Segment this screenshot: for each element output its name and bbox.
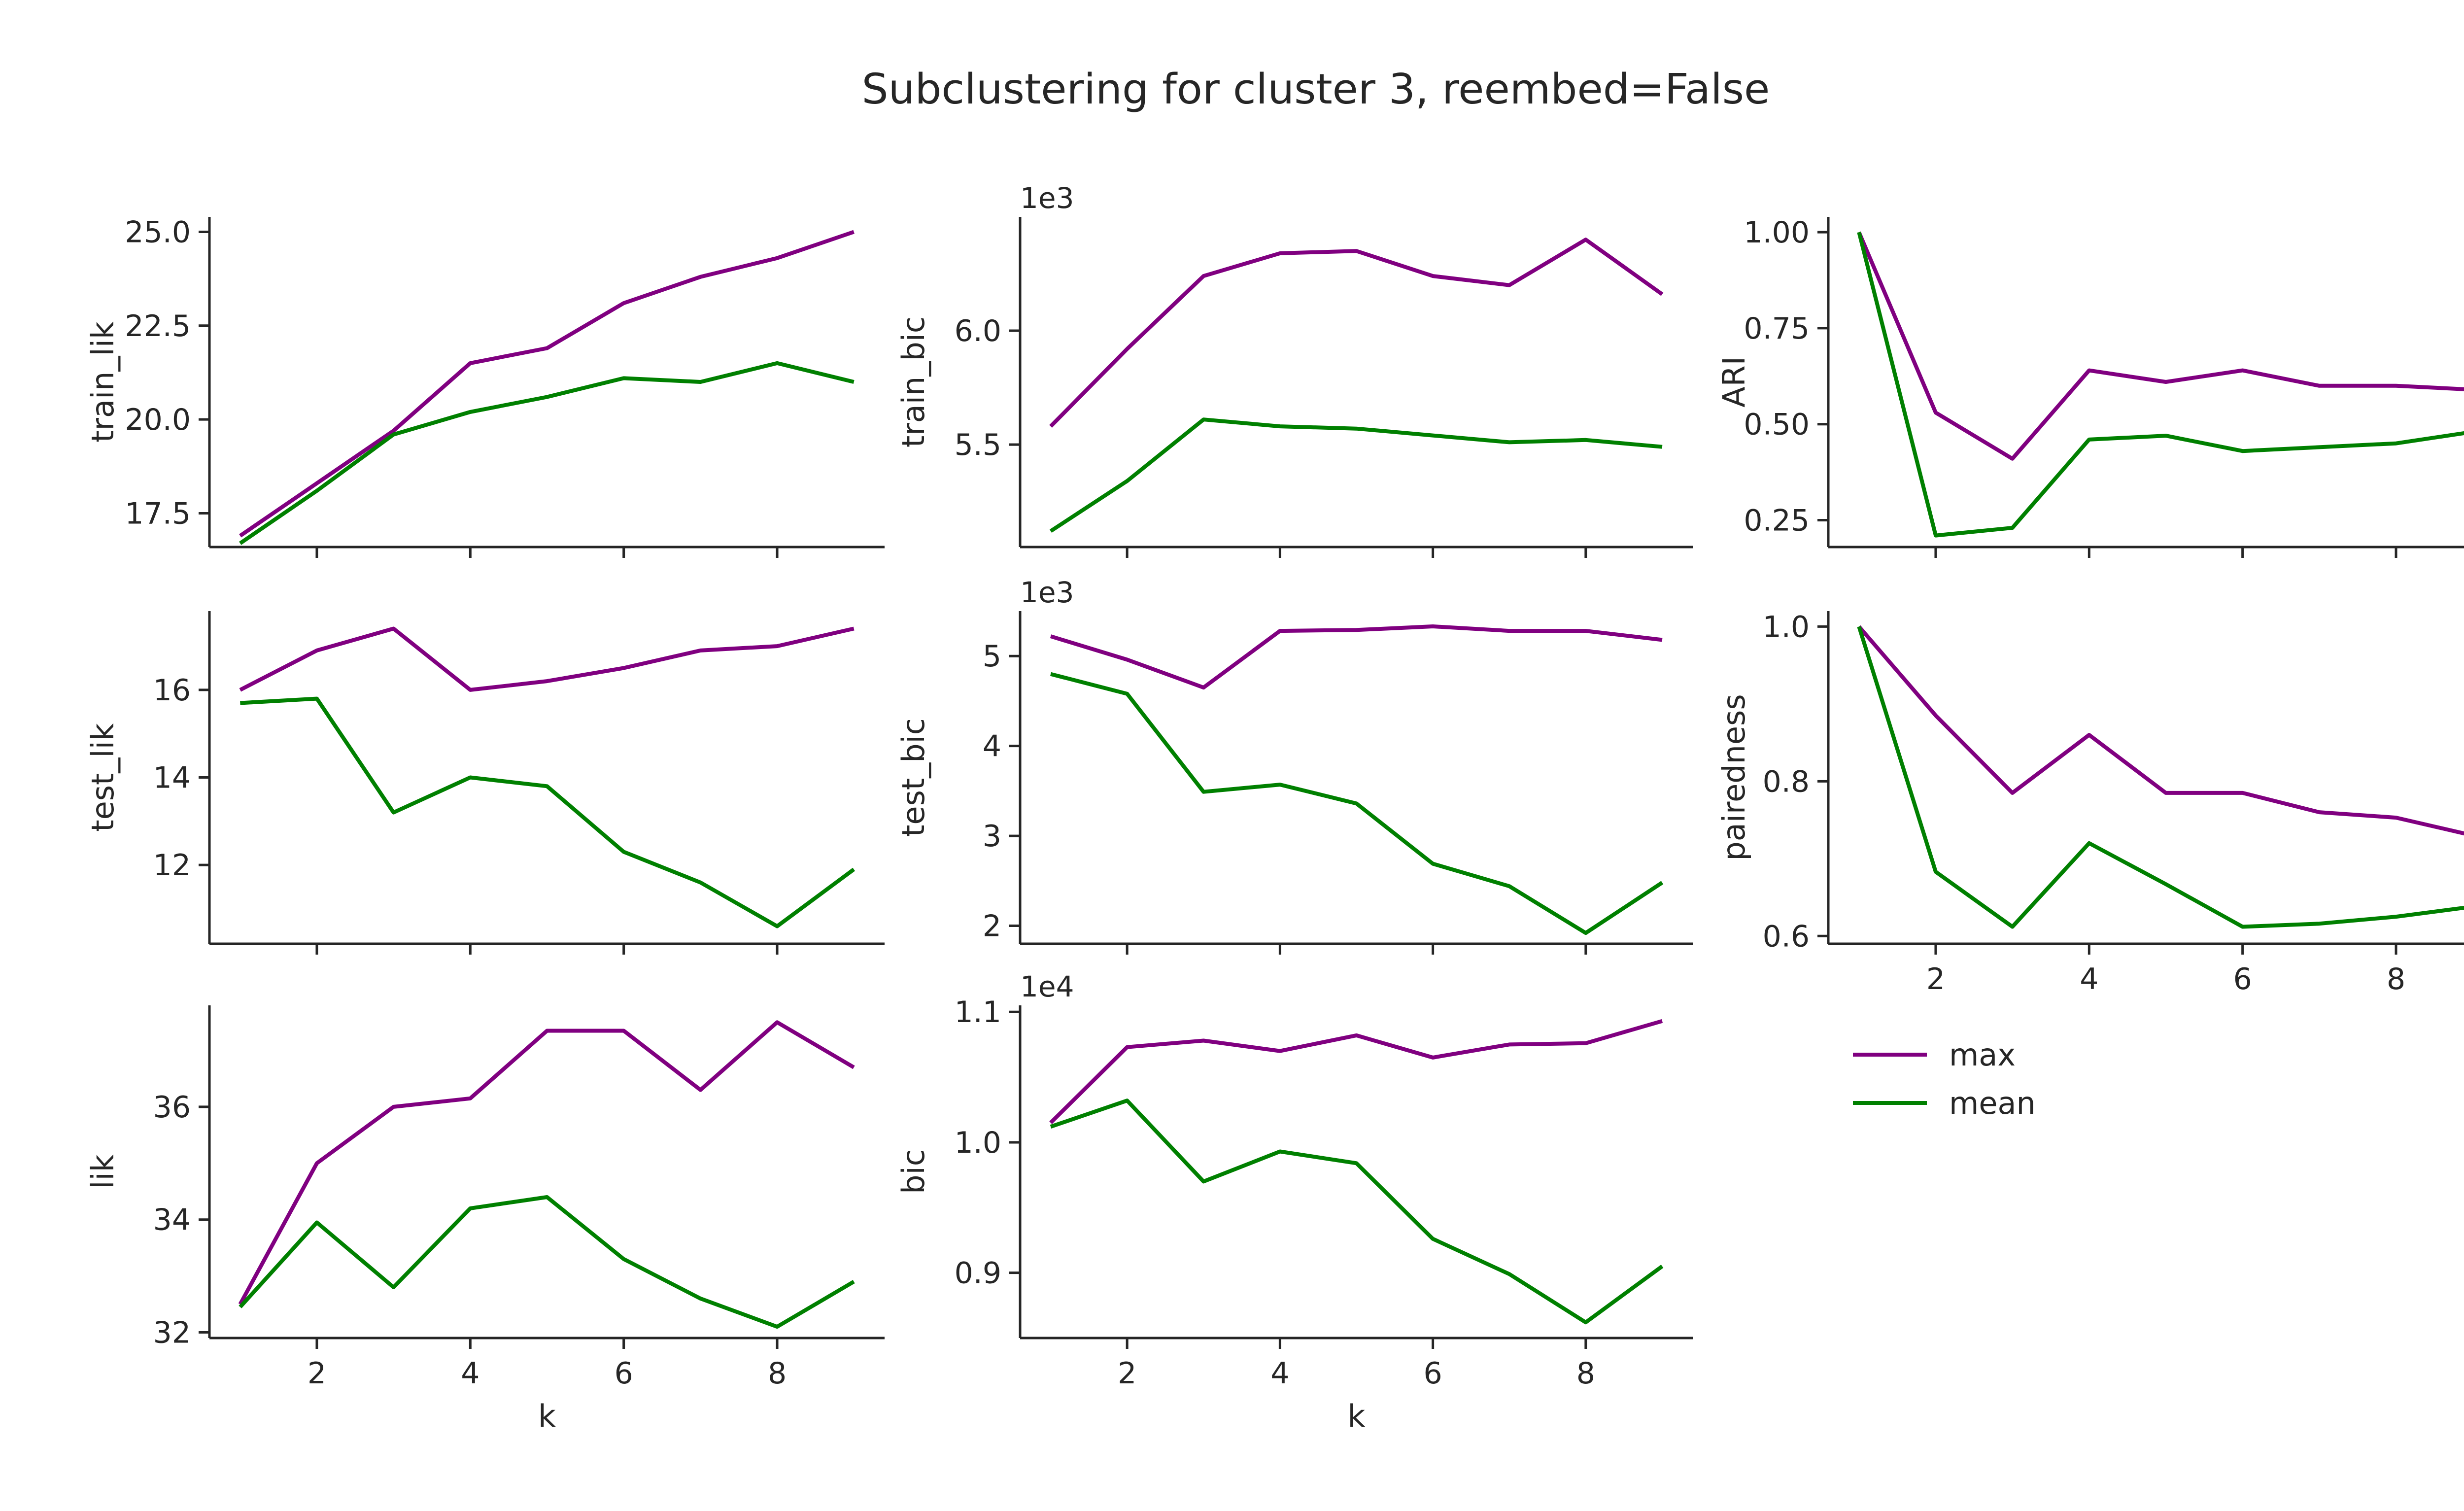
- legend: max mean: [1853, 1037, 2036, 1121]
- y-tick-label: 3: [983, 819, 1001, 854]
- y-tick-label: 32: [153, 1316, 191, 1350]
- y-axis-label: bic: [895, 1149, 931, 1194]
- y-axis-label: test_lik: [85, 723, 121, 832]
- subplot-lik: 32 34 36 2 4 6 8 lik k: [85, 1005, 885, 1434]
- series-line-mean: [1857, 232, 2464, 538]
- series-line-max: [239, 230, 855, 538]
- x-tick-label: 2: [1118, 1356, 1136, 1391]
- subplot-train_bic: 5.5 6.0 train_bic 1e3: [895, 181, 1693, 558]
- x-tick-label: 4: [2080, 962, 2098, 996]
- x-tick-label: 6: [2233, 962, 2252, 996]
- subplot-ARI: 0.25 0.50 0.75 1.00 ARI: [1716, 215, 2464, 558]
- series-line-max: [239, 626, 855, 692]
- axis-offset-text: 1e3: [1020, 181, 1074, 215]
- y-tick-label: 2: [983, 909, 1001, 944]
- y-axis-label: lik: [85, 1154, 121, 1189]
- legend-label-max: max: [1949, 1037, 2016, 1073]
- x-tick-label: 6: [1424, 1356, 1442, 1391]
- y-tick-label: 14: [153, 761, 191, 795]
- y-axis-label: train_lik: [85, 321, 121, 443]
- x-tick-label: 4: [1270, 1356, 1289, 1391]
- axis-offset-text: 1e4: [1020, 970, 1074, 1003]
- y-tick-label: 4: [983, 729, 1001, 764]
- subplot-test_lik: 12 14 16 test_lik: [85, 611, 885, 955]
- x-tick-label: 8: [1576, 1356, 1595, 1391]
- series-line-max: [1857, 625, 2464, 836]
- series-line-mean: [1857, 626, 2464, 929]
- y-tick-label: 1.0: [955, 1126, 1001, 1160]
- series-line-max: [1050, 624, 1663, 690]
- y-tick-label: 1.1: [955, 995, 1001, 1030]
- y-tick-label: 0.75: [1744, 311, 1810, 346]
- subplot-train_lik: 17.5 20.0 22.5 25.0 train_lik: [85, 215, 885, 558]
- y-tick-label: 0.8: [1763, 764, 1810, 799]
- series-line-max: [1857, 231, 2464, 461]
- y-tick-label: 1.00: [1744, 215, 1810, 250]
- series-line-max: [1049, 1019, 1663, 1125]
- series-line-max: [238, 1020, 855, 1305]
- y-tick-label: 6.0: [955, 314, 1001, 348]
- y-tick-label: 25.0: [125, 215, 191, 249]
- x-tick-label: 2: [308, 1356, 326, 1391]
- x-tick-label: 8: [768, 1356, 787, 1391]
- y-tick-label: 5.5: [955, 428, 1001, 462]
- y-axis-label: test_bic: [895, 718, 931, 837]
- y-axis-label: ARI: [1716, 356, 1752, 408]
- y-tick-label: 0.6: [1763, 919, 1810, 954]
- series-line-mean: [239, 1195, 855, 1329]
- x-axis-label: k: [538, 1398, 556, 1434]
- y-tick-label: 0.50: [1744, 408, 1810, 442]
- y-axis-label: pairedness: [1716, 694, 1752, 860]
- y-tick-label: 5: [983, 639, 1001, 674]
- y-tick-label: 17.5: [125, 496, 191, 531]
- x-tick-label: 8: [2387, 962, 2405, 996]
- x-tick-label: 6: [615, 1356, 633, 1391]
- y-tick-label: 0.25: [1744, 503, 1810, 538]
- subplot-pairedness: 0.6 0.8 1.0 2 4 6 8 pairedness: [1716, 610, 2464, 996]
- y-tick-label: 22.5: [125, 309, 191, 343]
- series-line-mean: [1050, 1099, 1664, 1325]
- series-line-mean: [1049, 417, 1663, 533]
- x-axis-label: k: [1348, 1398, 1366, 1434]
- series-line-mean: [240, 696, 856, 928]
- y-tick-label: 1.0: [1763, 610, 1810, 644]
- subplot-bic: 0.9 1.0 1.1 2 4 6 8 bic k 1e4: [895, 970, 1693, 1434]
- subplot-grid: 17.5 20.0 22.5 25.0 train_lik 5.5 6.0 train_bic…: [85, 181, 2464, 1434]
- y-tick-label: 34: [153, 1203, 191, 1237]
- y-axis-label: train_bic: [895, 316, 931, 447]
- y-tick-label: 0.9: [955, 1256, 1001, 1291]
- legend-label-mean: mean: [1949, 1085, 2036, 1121]
- y-tick-label: 20.0: [125, 403, 191, 437]
- series-line-max: [1049, 238, 1664, 428]
- subplot-test_bic: 2 3 4 5 test_bic 1e3: [895, 576, 1693, 955]
- series-line-mean: [239, 361, 855, 545]
- x-tick-label: 4: [461, 1356, 479, 1391]
- y-tick-label: 12: [153, 848, 191, 883]
- axis-offset-text: 1e3: [1020, 576, 1074, 609]
- y-tick-label: 16: [153, 673, 191, 708]
- x-tick-label: 2: [1926, 962, 1945, 996]
- series-line-mean: [1050, 672, 1664, 935]
- y-tick-label: 36: [153, 1090, 191, 1125]
- figure-title: Subclustering for cluster 3, reembed=Fal…: [862, 65, 1770, 114]
